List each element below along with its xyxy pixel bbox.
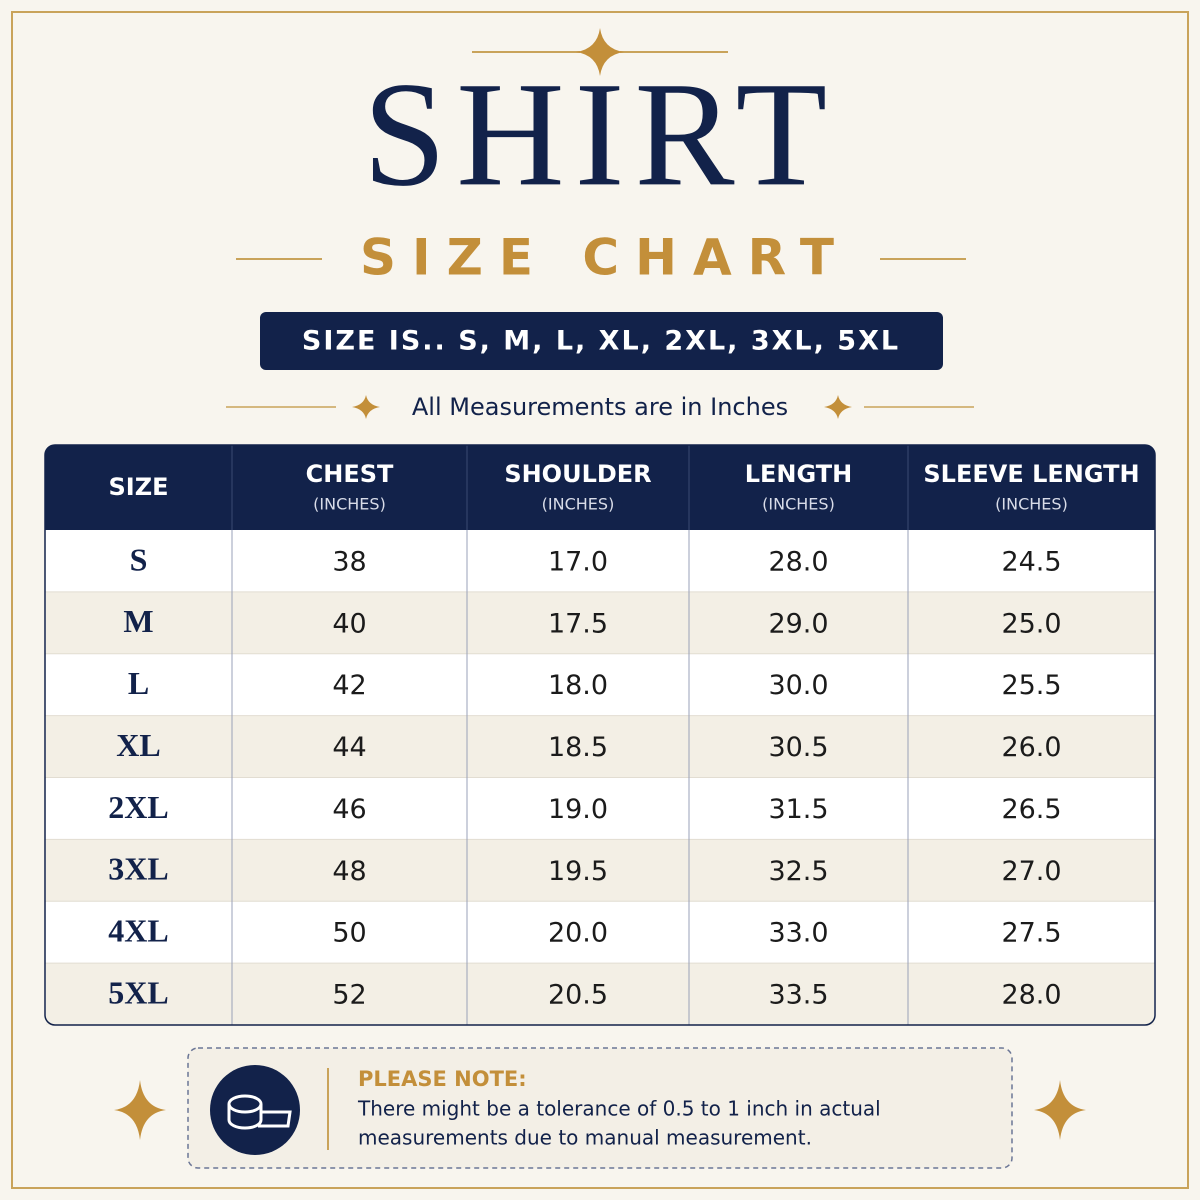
sparkle — [824, 395, 852, 419]
sizes-banner — [260, 312, 943, 370]
measurement: 27.0 — [1001, 856, 1061, 887]
column-unit: (INCHES) — [995, 495, 1068, 514]
note-text: measurements due to manual measurement. — [358, 1126, 812, 1150]
units-note: All Measurements are in Inches — [412, 393, 788, 421]
measurement: 28.0 — [768, 546, 828, 577]
row-band — [46, 715, 1154, 778]
sparkle — [1034, 1080, 1086, 1140]
column-header: SLEEVE LENGTH — [923, 460, 1139, 488]
measurement: 28.0 — [1001, 980, 1061, 1011]
measurement: 33.0 — [768, 918, 828, 949]
row-band — [46, 839, 1154, 902]
row-band — [46, 963, 1154, 1025]
measurement: 38 — [332, 546, 366, 577]
measurement: 26.5 — [1001, 794, 1061, 825]
note-title: PLEASE NOTE: — [358, 1067, 527, 1091]
column-header: SHOULDER — [504, 460, 651, 488]
measurement: 18.0 — [548, 670, 608, 701]
measurement: 40 — [332, 608, 366, 639]
measurement: 19.5 — [548, 856, 608, 887]
measurement: 33.5 — [768, 980, 828, 1011]
note-box — [187, 1047, 1013, 1169]
column-unit: (INCHES) — [762, 495, 835, 514]
size-label: 5XL — [108, 974, 168, 1010]
column-unit: (INCHES) — [542, 495, 615, 514]
measurement: 30.0 — [768, 670, 828, 701]
measurement: 25.0 — [1001, 608, 1061, 639]
measurement: 25.5 — [1001, 670, 1061, 701]
sparkle — [352, 395, 380, 419]
size-label: 4XL — [108, 913, 168, 949]
table-border — [44, 444, 1156, 1026]
size-label: 3XL — [108, 851, 168, 887]
measurement: 26.0 — [1001, 732, 1061, 763]
row-band — [46, 591, 1154, 654]
table-header — [45, 445, 1155, 530]
measurement: 24.5 — [1001, 546, 1061, 577]
size-label: XL — [116, 727, 160, 763]
tape-icon — [227, 1094, 292, 1130]
column-header: CHEST — [306, 460, 394, 488]
measurement: 48 — [332, 856, 366, 887]
measurement: 17.0 — [548, 546, 608, 577]
title: SHIRT — [363, 51, 837, 217]
measurement: 20.5 — [548, 980, 608, 1011]
measurement: 19.0 — [548, 794, 608, 825]
column-header: LENGTH — [745, 460, 853, 488]
size-label: M — [123, 603, 153, 639]
measurement: 44 — [332, 732, 366, 763]
column-unit: (INCHES) — [313, 495, 386, 514]
column-header: SIZE — [108, 473, 168, 501]
sparkle — [576, 28, 624, 76]
measurement: 52 — [332, 980, 366, 1011]
measurement: 46 — [332, 794, 366, 825]
size-label: 2XL — [108, 789, 168, 825]
size-label: S — [130, 541, 148, 577]
subtitle: SIZE CHART — [360, 229, 850, 287]
measurement: 30.5 — [768, 732, 828, 763]
measurement: 29.0 — [768, 608, 828, 639]
measurement: 50 — [332, 918, 366, 949]
measurement: 27.5 — [1001, 918, 1061, 949]
measurement: 17.5 — [548, 608, 608, 639]
measurement: 32.5 — [768, 856, 828, 887]
measurement: 18.5 — [548, 732, 608, 763]
sizes-banner-text: SIZE IS.. S, M, L, XL, 2XL, 3XL, 5XL — [302, 326, 900, 357]
sparkle — [114, 1080, 166, 1140]
measurement: 31.5 — [768, 794, 828, 825]
size-table: SIZE CHEST (INCHES) SHOULDER (INCHES) LENGTH (… — [44, 444, 1156, 1026]
note-text: There might be a tolerance of 0.5 to 1 i… — [357, 1097, 881, 1121]
measurement: 42 — [332, 670, 366, 701]
frame — [11, 11, 1189, 1189]
measurement: 20.0 — [548, 918, 608, 949]
size-label: L — [128, 665, 149, 701]
